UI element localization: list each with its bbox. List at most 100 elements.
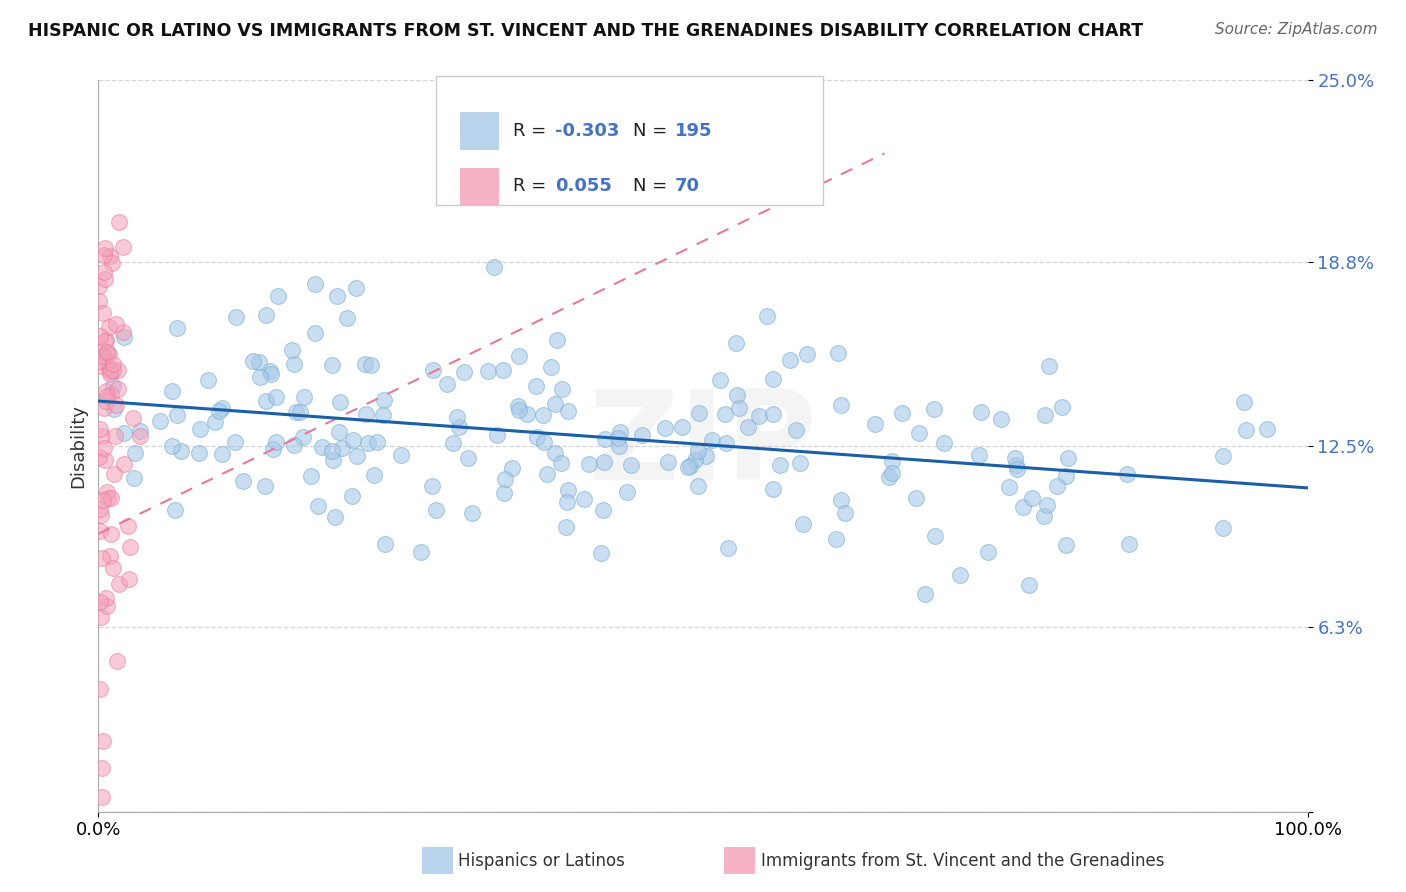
Point	[105, 655, 128, 669]
Point	[260, 367, 283, 381]
Point	[578, 457, 600, 471]
Point	[93, 441, 115, 455]
Point	[98, 364, 121, 378]
Point	[1012, 500, 1035, 514]
Point	[89, 422, 111, 436]
Point	[357, 435, 380, 450]
Point	[104, 429, 127, 443]
Point	[124, 471, 146, 485]
Point	[342, 434, 364, 448]
Point	[91, 790, 114, 805]
Point	[288, 405, 311, 419]
Point	[166, 321, 188, 335]
Point	[607, 439, 630, 453]
Point	[267, 288, 290, 302]
Point	[524, 379, 547, 393]
Point	[101, 357, 124, 371]
Point	[91, 429, 114, 443]
Point	[360, 358, 382, 372]
Point	[654, 421, 676, 435]
Point	[112, 325, 135, 339]
Point	[89, 293, 111, 308]
Point	[714, 407, 737, 421]
Point	[1212, 449, 1234, 463]
Point	[96, 599, 118, 613]
Point	[762, 407, 785, 421]
Point	[330, 441, 353, 455]
Point	[89, 501, 111, 516]
Point	[91, 349, 114, 363]
Point	[165, 502, 187, 516]
Point	[688, 406, 710, 420]
Point	[259, 364, 281, 378]
Point	[94, 384, 117, 398]
Point	[323, 509, 346, 524]
Point	[932, 436, 955, 450]
Point	[1004, 458, 1026, 472]
Point	[93, 248, 115, 262]
Point	[321, 359, 343, 373]
Point	[461, 506, 484, 520]
Point	[678, 458, 700, 473]
Point	[103, 402, 125, 417]
Point	[725, 387, 748, 401]
Point	[891, 406, 914, 420]
Point	[779, 353, 801, 368]
Point	[449, 420, 471, 434]
Point	[188, 445, 211, 459]
Point	[1212, 521, 1234, 535]
Point	[342, 489, 364, 503]
Point	[211, 447, 233, 461]
Point	[695, 449, 717, 463]
Point	[89, 681, 111, 696]
Point	[551, 382, 574, 396]
Text: R =: R =	[513, 178, 553, 195]
Point	[880, 467, 903, 481]
Point	[90, 359, 112, 373]
Point	[107, 215, 129, 229]
Point	[756, 309, 779, 323]
Point	[882, 454, 904, 468]
Point	[997, 480, 1019, 494]
Point	[506, 400, 529, 414]
Point	[93, 265, 115, 279]
Point	[1256, 422, 1278, 436]
Point	[492, 362, 515, 376]
Point	[211, 401, 233, 415]
Point	[107, 382, 129, 396]
Text: N =: N =	[633, 178, 672, 195]
Point	[441, 435, 464, 450]
Point	[98, 320, 121, 334]
Point	[908, 426, 931, 441]
Point	[824, 532, 846, 546]
Point	[374, 537, 396, 551]
Point	[990, 412, 1012, 426]
Point	[453, 365, 475, 379]
Point	[149, 414, 172, 428]
Point	[353, 357, 375, 371]
Point	[98, 361, 121, 376]
Point	[112, 425, 135, 440]
Point	[389, 448, 412, 462]
Point	[1234, 423, 1257, 437]
Point	[97, 491, 120, 506]
Point	[162, 439, 184, 453]
Point	[657, 455, 679, 469]
Point	[93, 241, 115, 255]
Point	[446, 410, 468, 425]
Point	[101, 379, 124, 393]
Point	[329, 394, 352, 409]
Point	[94, 334, 117, 349]
Point	[762, 372, 785, 386]
Point	[311, 440, 333, 454]
Point	[170, 444, 193, 458]
Point	[592, 502, 614, 516]
Point	[501, 460, 523, 475]
Point	[103, 467, 125, 482]
Point	[96, 485, 118, 500]
Point	[103, 560, 125, 574]
Point	[96, 389, 118, 403]
Point	[304, 326, 326, 340]
Point	[118, 572, 141, 586]
Point	[304, 277, 326, 291]
